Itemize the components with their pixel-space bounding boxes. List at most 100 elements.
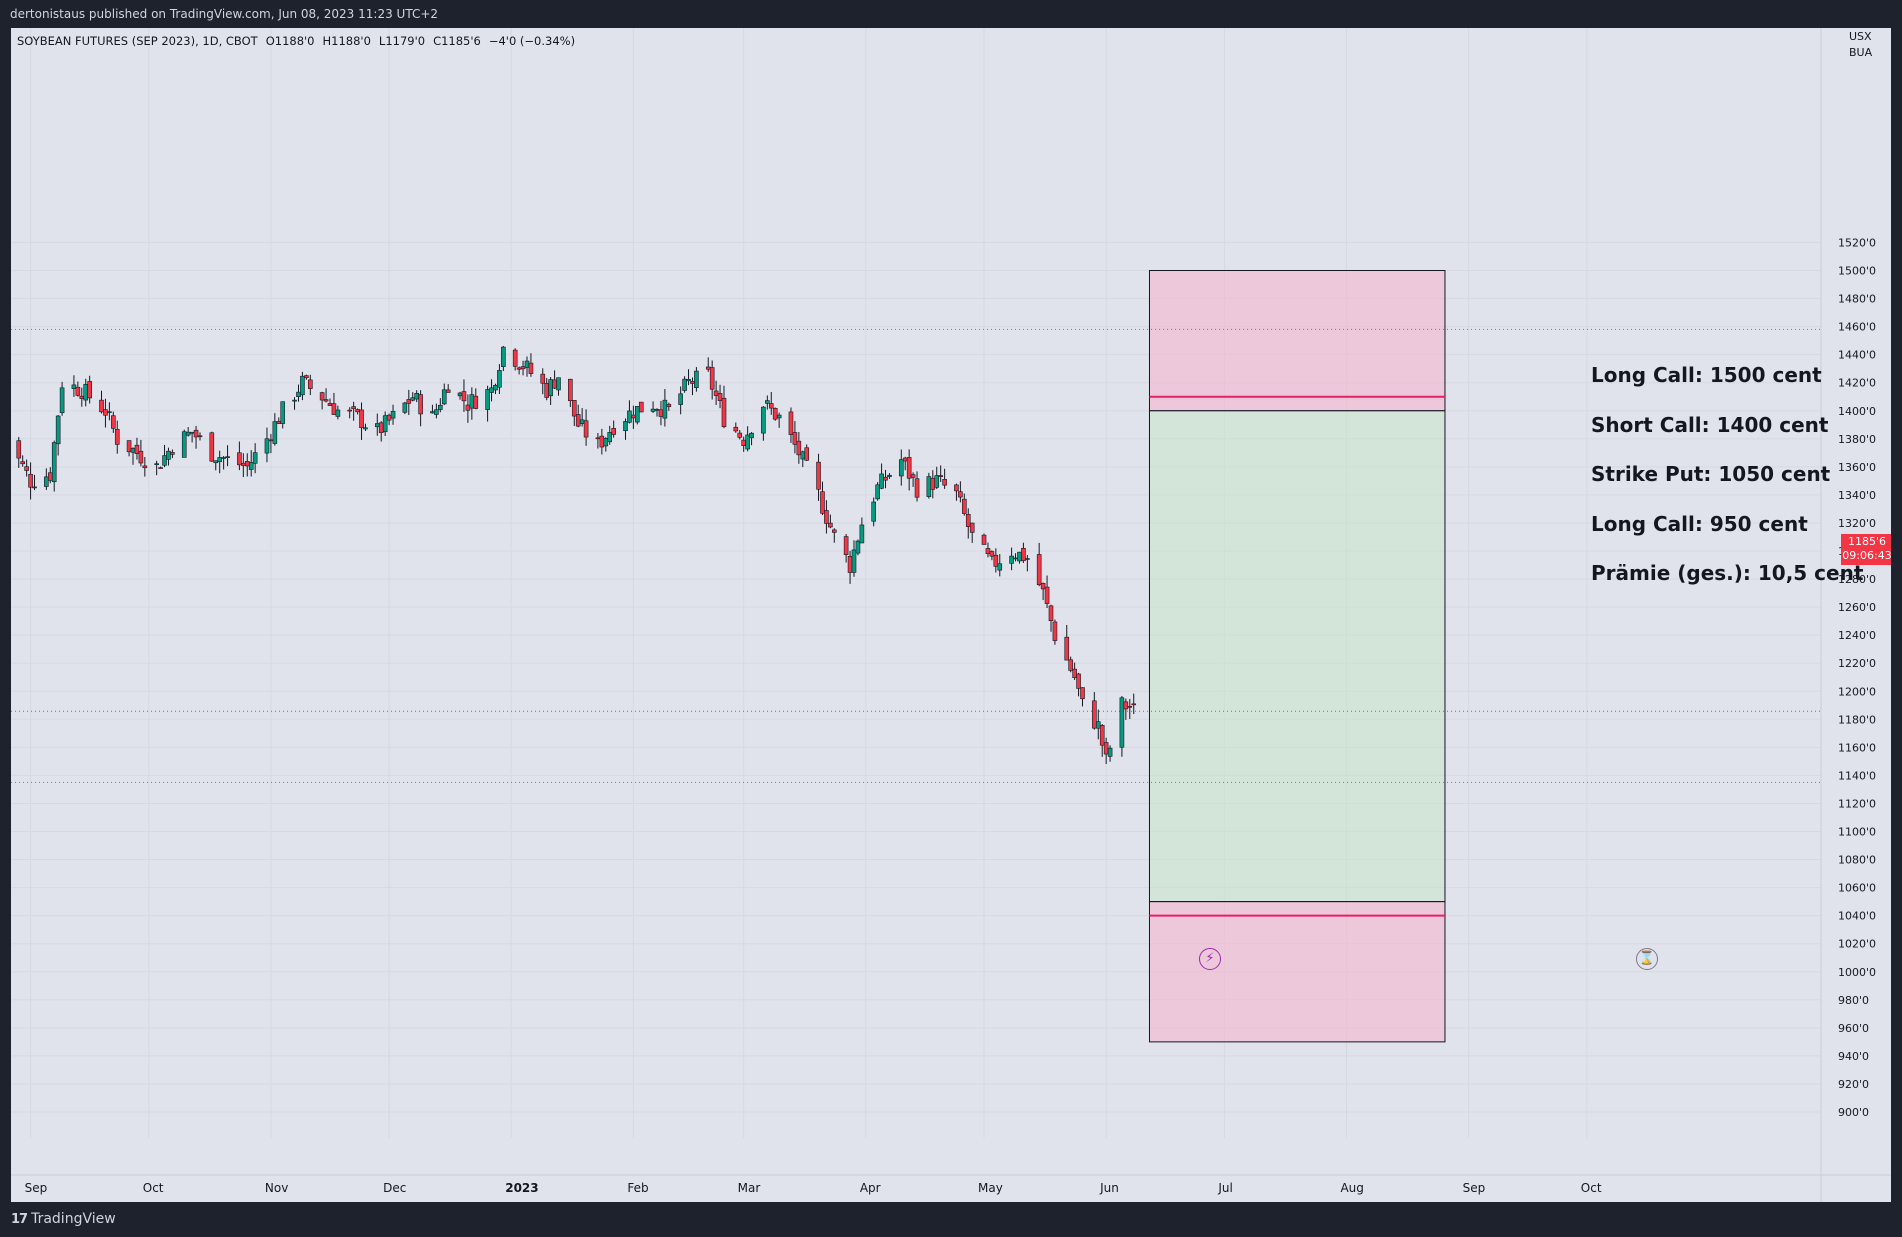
candle-body <box>568 378 573 402</box>
time-tick-label: Sep <box>25 1181 48 1195</box>
candle-body <box>20 461 25 465</box>
candle-body <box>556 377 561 391</box>
candle-body <box>965 513 971 527</box>
unit-currency[interactable]: USX <box>1849 30 1872 43</box>
price-tick-label: 920'0 <box>1838 1078 1869 1091</box>
candle-body <box>741 439 746 447</box>
zone-loss-lower[interactable] <box>1148 901 1446 1043</box>
candle-body <box>130 448 136 453</box>
candle-body <box>44 476 49 487</box>
candle-body <box>126 440 132 453</box>
annotation-premium[interactable]: Prämie (ges.): 10,5 cent <box>1591 561 1864 585</box>
price-tick-label: 1520'0 <box>1838 236 1876 249</box>
publish-info: dertonistaus published on TradingView.co… <box>10 7 439 21</box>
candle-body <box>745 434 750 450</box>
ohlc-close: C1185'6 <box>433 34 481 48</box>
candle-body <box>1076 673 1081 689</box>
candle-body <box>142 465 148 469</box>
expiration-event-icon[interactable]: ⌛ <box>1636 948 1658 970</box>
current-price-label: 1185'6 09:06:43 <box>1841 534 1891 565</box>
candle-body <box>733 426 739 432</box>
candle-body <box>378 422 384 433</box>
annotation-strike-put[interactable]: Strike Put: 1050 cent <box>1591 462 1831 486</box>
chart-pane[interactable]: 1520'0 1500'0 1480'0 1460'0 1440'0 1420'0 1400… <box>11 28 1891 1202</box>
candle-body <box>410 397 416 401</box>
candle-body <box>1036 554 1042 586</box>
annotation-long-call-upper[interactable]: Long Call: 1500 cent <box>1591 363 1822 387</box>
candle-body <box>323 399 329 402</box>
price-tick-label: 1240'0 <box>1838 629 1876 642</box>
candle-body <box>544 382 549 398</box>
candle-body <box>524 360 530 368</box>
candle-body <box>221 457 226 459</box>
candle-body <box>107 411 112 414</box>
zone-profit[interactable] <box>1148 410 1446 903</box>
candle-body <box>382 415 388 433</box>
candle-body <box>962 498 967 514</box>
candle-body <box>575 414 581 427</box>
candle-body <box>217 457 222 463</box>
ohlc-change: −4'0 (−0.34%) <box>488 34 576 48</box>
candle-body <box>225 456 230 458</box>
candle-body <box>1092 700 1097 729</box>
candle-body <box>902 457 908 462</box>
tradingview-logo[interactable]: 17 TradingView <box>11 1211 116 1227</box>
candle-body <box>296 391 301 397</box>
dividend-event-icon[interactable]: ⚡ <box>1199 948 1221 970</box>
candle-body <box>638 401 644 413</box>
candle-body <box>713 390 719 396</box>
candle-body <box>308 379 313 389</box>
candle-body <box>363 427 368 430</box>
symbol-name[interactable]: SOYBEAN FUTURES (SEP 2023), 1D, CBOT <box>17 34 258 48</box>
candle-body <box>55 415 61 445</box>
candle-body <box>1103 742 1109 755</box>
candle-body <box>79 395 85 399</box>
candle-body <box>166 450 171 460</box>
candle-body <box>658 409 664 417</box>
candle-body <box>721 397 727 428</box>
footer: 17 TradingView <box>0 1202 1902 1237</box>
unit-measure[interactable]: BUA <box>1849 46 1873 59</box>
price-tick-label: 1020'0 <box>1838 938 1876 951</box>
price-tick-label: 1320'0 <box>1838 517 1876 530</box>
candle-body <box>516 367 522 370</box>
time-tick-label: Sep <box>1463 1181 1486 1195</box>
candle-body <box>319 392 325 401</box>
price-tick-label: 1060'0 <box>1838 882 1876 895</box>
candle-body <box>804 447 810 461</box>
candle-body <box>828 522 833 528</box>
candle-body <box>473 395 479 409</box>
candle-body <box>47 472 53 481</box>
candle-body <box>796 440 802 456</box>
zone-loss-upper[interactable] <box>1148 270 1446 412</box>
candle-body <box>418 394 423 415</box>
time-tick-label: Mar <box>738 1181 761 1195</box>
time-tick-label: May <box>978 1181 1003 1195</box>
price-tick-label: 1360'0 <box>1838 461 1876 474</box>
time-tick-label: Oct <box>143 1181 164 1195</box>
candle-body <box>694 370 699 388</box>
price-tick-label: 1400'0 <box>1838 405 1876 418</box>
candle-body <box>237 452 242 466</box>
chart-canvas[interactable]: 1520'0 1500'0 1480'0 1460'0 1440'0 1420'0 1400… <box>11 28 1891 1202</box>
time-tick-label: Oct <box>1581 1181 1602 1195</box>
candle-body <box>1131 703 1137 706</box>
candle-body <box>493 384 498 391</box>
candle-body <box>599 435 605 448</box>
candle-body <box>434 409 439 415</box>
annotation-short-call[interactable]: Short Call: 1400 cent <box>1591 413 1829 437</box>
symbol-legend[interactable]: SOYBEAN FUTURES (SEP 2023), 1D, CBOT O118… <box>17 34 583 48</box>
price-tick-label: 940'0 <box>1838 1050 1869 1063</box>
candle-body <box>969 522 975 533</box>
candle-body <box>989 551 995 557</box>
candle-body <box>627 410 632 423</box>
candle-body <box>99 399 104 413</box>
candle-body <box>772 407 778 420</box>
candle-body <box>906 457 912 479</box>
candle-body <box>776 414 782 419</box>
candle-body <box>71 384 77 389</box>
candle-body <box>910 474 916 478</box>
candle-body <box>402 402 408 413</box>
candle-body <box>441 389 447 405</box>
annotation-long-call-lower[interactable]: Long Call: 950 cent <box>1591 512 1808 536</box>
